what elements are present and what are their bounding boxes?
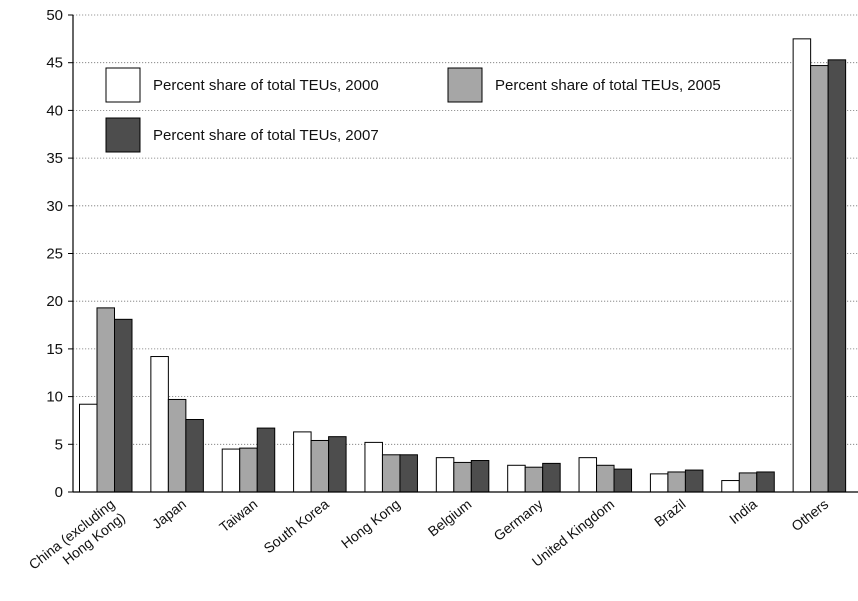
x-tick-label: Others [788,496,831,534]
bar-3-11 [827,59,847,493]
y-tick-label: 50 [46,7,63,24]
x-tick-label: South Korea [260,496,331,557]
legend-label-3: Percent share of total TEUs, 2007 [153,127,379,144]
x-axis-labels: China (excludingHong Kong) Japan Taiwan Sou… [26,496,832,586]
legend-swatch-1 [105,67,141,103]
bar-1-5 [364,441,383,493]
legend-label-2: Percent share of total TEUs, 2005 [495,77,721,94]
axes [72,15,858,493]
y-tick-label: 30 [46,198,63,215]
bar-2-6 [453,461,472,493]
legend-swatch-3 [105,117,141,153]
y-tick-label: 20 [46,293,63,310]
bar-3-3 [256,427,276,493]
gridlines [73,14,858,445]
bar-3-5 [399,454,418,493]
y-tick-label: 10 [46,389,63,406]
x-tick-label: China (excludingHong Kong) [26,496,129,586]
bar-2-7 [524,466,544,493]
bar-1-7 [507,464,526,493]
bar-1-9 [649,473,669,493]
legend-label-1: Percent share of total TEUs, 2000 [153,77,379,94]
y-tick-label: 0 [55,484,63,501]
x-tick-label: Japan [149,496,189,532]
legend: Percent share of total TEUs, 2000 Percent… [105,67,721,153]
y-tick-label: 40 [46,102,63,119]
x-tick-label: Hong Kong [338,496,403,552]
bar-3-7 [542,462,561,493]
x-tick-label: Brazil [651,496,688,530]
bar-2-2 [167,398,187,493]
bar-2-1 [96,307,115,493]
x-tick-label: Germany [491,496,546,544]
bar-1-3 [221,448,241,493]
y-tick-label: 25 [46,246,63,263]
legend-swatch-2 [447,67,483,103]
bar-1-8 [578,457,598,493]
bar-2-8 [596,464,615,493]
bar-3-1 [114,318,133,493]
bar-1-4 [293,431,312,493]
bar-3-9 [684,469,704,493]
bar-3-8 [613,468,633,493]
bar-2-3 [239,447,258,493]
bar-2-11 [810,65,829,493]
x-tick-label: Taiwan [216,496,260,535]
bar-2-5 [381,454,401,493]
bar-1-2 [150,356,169,493]
bar-3-4 [328,436,347,493]
y-tick-label: 5 [55,436,63,453]
bar-1-10 [721,480,740,493]
bar-1-1 [79,403,98,493]
bar-3-10 [756,471,775,493]
bar-3-2 [185,418,204,493]
x-tick-label: India [726,496,760,527]
bar-2-10 [738,472,758,493]
y-tick-label: 45 [46,55,63,72]
bar-1-11 [792,38,812,493]
bar-3-6 [470,460,490,493]
bar-1-6 [435,457,455,493]
bar-2-4 [310,439,330,493]
bar-2-9 [667,471,686,493]
bars [79,38,847,493]
y-tick-label: 35 [46,150,63,167]
x-tick-label: Belgium [425,496,475,540]
y-axis-ticks: 0 5 10 15 20 25 30 35 40 45 50 [46,7,73,501]
y-tick-label: 15 [46,341,63,358]
